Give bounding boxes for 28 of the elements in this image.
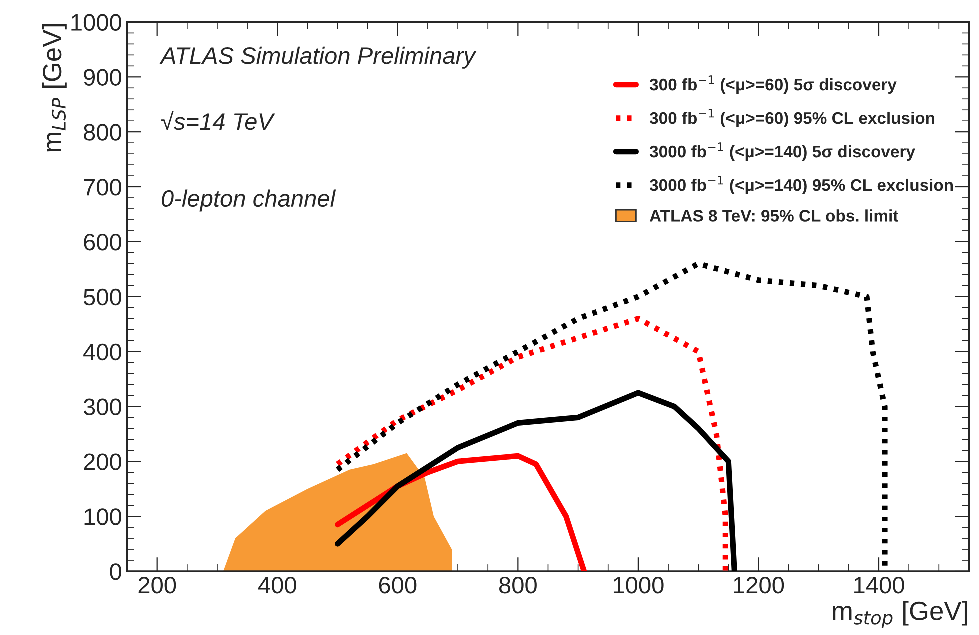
y-tick-label: 300 [84,398,122,416]
x-tick-label: 600 [379,576,417,594]
y-tick-label: 600 [84,234,122,251]
y-tick-label: 400 [84,344,122,361]
annotation: 0-lepton channel [162,190,336,212]
legend-label: 3000 fb$^{−1}$ (<μ>=140) 5σ discovery [650,142,916,162]
legend-label: ATLAS 8 TeV: 95% CL obs. limit [650,210,898,222]
x-tick-label: 1400 [854,576,904,594]
annotation: ATLAS Simulation Preliminary [160,46,477,69]
y-tick-label: 1000 [72,14,122,32]
x-tick-label: 200 [138,576,176,594]
x-tick-label: 1000 [614,576,664,594]
x-tick-label: 800 [500,576,537,594]
legend-label: 300 fb$^{−1}$ (<μ>=60) 5σ discovery [650,76,897,94]
y-axis-title: m$_{LSP}$ [GeV] [42,24,67,152]
x-tick-label: 1200 [734,576,784,594]
x-tick-label: 400 [258,576,296,594]
y-tick-label: 800 [84,124,122,141]
annotation: √s=14 TeV [162,111,276,130]
y-tick-label: 500 [84,288,122,306]
y-tick-label: 200 [84,454,122,470]
legend-label: 300 fb$^{−1}$ (<μ>=60) 95% CL exclusion [650,109,935,128]
legend-label: 3000 fb$^{−1}$ (<μ>=140) 95% CL exclusion [650,176,954,195]
y-tick-label: 100 [84,508,122,526]
y-tick-label: 900 [84,69,122,86]
x-axis-title: m$_{stop}$ [GeV] [833,601,968,628]
y-tick-label: 700 [84,179,122,196]
y-tick-label: 0 [110,564,122,580]
